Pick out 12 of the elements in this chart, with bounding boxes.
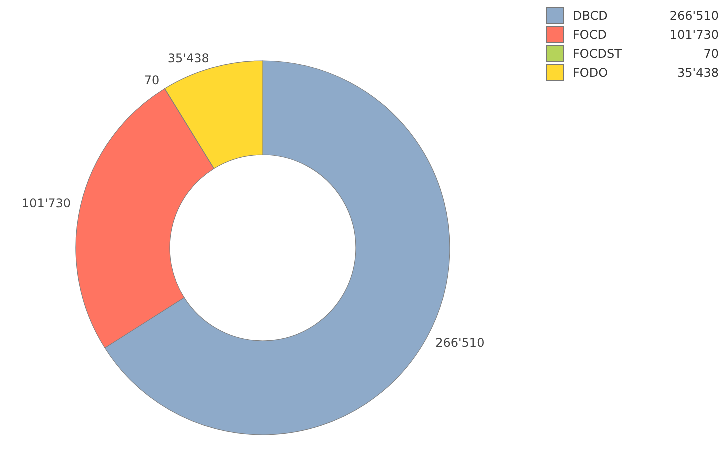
data-label: 266'510	[436, 336, 485, 350]
data-label: 101'730	[22, 196, 72, 211]
text: 101'730	[670, 28, 719, 42]
legend-label: FODO	[573, 66, 610, 80]
text: 35'438	[678, 66, 719, 80]
data-label: 70	[144, 73, 160, 88]
legend-label: FOCDST	[573, 46, 623, 60]
data-label: 35'438	[168, 51, 210, 66]
legend-label: FOCD	[573, 28, 608, 42]
text: 266'510	[670, 8, 719, 22]
text: 70	[704, 46, 719, 60]
legend-label: DBCD	[573, 8, 609, 22]
